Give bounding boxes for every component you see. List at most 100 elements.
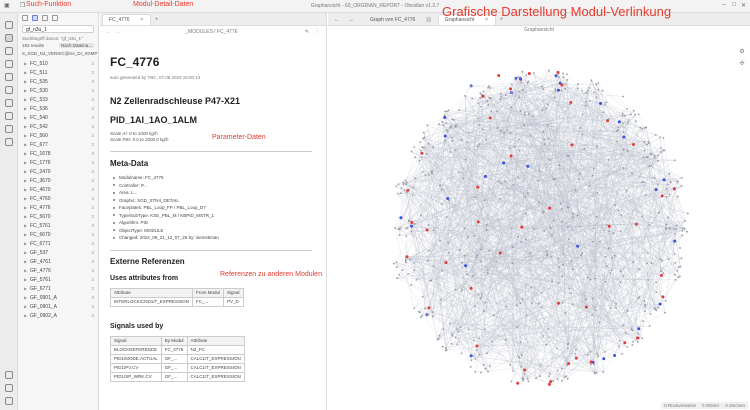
graph-node[interactable]: [532, 72, 535, 74]
graph-node[interactable]: [496, 127, 499, 129]
graph-node[interactable]: [487, 103, 490, 106]
chevron-right-icon[interactable]: ▶: [24, 232, 28, 237]
graph-node[interactable]: [591, 314, 593, 316]
graph-node[interactable]: [439, 184, 441, 187]
graph-node[interactable]: [619, 339, 621, 342]
graph-node[interactable]: [487, 370, 489, 373]
graph-node[interactable]: [562, 76, 565, 79]
graph-node[interactable]: [574, 189, 577, 192]
graph-node[interactable]: [442, 124, 445, 126]
graph-node[interactable]: [593, 371, 596, 373]
graph-node[interactable]: [422, 146, 425, 149]
graph-node[interactable]: [576, 87, 579, 90]
graph-node[interactable]: [550, 255, 553, 258]
graph-node[interactable]: [453, 119, 455, 121]
graph-node[interactable]: [681, 177, 683, 179]
graph-node[interactable]: [480, 105, 482, 108]
graph-node[interactable]: [576, 214, 579, 217]
graph-node[interactable]: [648, 325, 651, 327]
graph-node[interactable]: [484, 367, 487, 370]
graph-node[interactable]: [449, 151, 451, 153]
graph-node[interactable]: [556, 369, 559, 372]
graph-node[interactable]: [479, 92, 482, 95]
graph-node[interactable]: [445, 216, 448, 219]
graph-node[interactable]: [680, 185, 683, 187]
graph-node[interactable]: [532, 115, 535, 118]
graph-node[interactable]: [663, 149, 666, 152]
graph-node[interactable]: [529, 134, 532, 137]
graph-node[interactable]: [427, 142, 430, 145]
graph-node[interactable]: [579, 225, 581, 228]
graph-node[interactable]: [446, 130, 449, 133]
graph-node[interactable]: [488, 96, 491, 99]
graph-node[interactable]: [617, 120, 621, 124]
search-result-item[interactable]: ▶ FC_540 3: [18, 113, 98, 122]
graph-node[interactable]: [491, 340, 493, 343]
graph-node[interactable]: [440, 298, 442, 301]
graph-node[interactable]: [570, 292, 572, 295]
graph-node[interactable]: [676, 180, 679, 183]
graph-node[interactable]: [602, 357, 606, 361]
graph-node[interactable]: [520, 241, 523, 244]
graph-node[interactable]: [509, 132, 512, 134]
graph-node[interactable]: [687, 212, 689, 215]
graph-node[interactable]: [622, 131, 625, 133]
graph-node[interactable]: [404, 179, 407, 182]
graph-node[interactable]: [547, 137, 550, 140]
graph-node[interactable]: [469, 366, 472, 368]
graph-node[interactable]: [504, 94, 507, 97]
graph-node[interactable]: [665, 187, 668, 190]
graph-node[interactable]: [653, 156, 656, 159]
graph-node[interactable]: [426, 259, 429, 262]
graph-node[interactable]: [612, 232, 615, 235]
graph-node[interactable]: [524, 196, 527, 198]
graph-node[interactable]: [424, 307, 426, 310]
graph-node[interactable]: [547, 123, 549, 126]
table-cell[interactable]: FC_4776: [160, 344, 188, 355]
graph-node[interactable]: [485, 138, 487, 141]
graph-node[interactable]: [557, 88, 560, 92]
graph-node[interactable]: [475, 349, 478, 351]
vault-icon[interactable]: [5, 384, 13, 392]
graph-node[interactable]: [585, 104, 587, 107]
graph-node[interactable]: [440, 203, 443, 206]
graph-node[interactable]: [426, 314, 429, 317]
graph-node[interactable]: [591, 174, 594, 177]
graph-node[interactable]: [642, 320, 644, 322]
chevron-right-icon[interactable]: ▶: [24, 214, 28, 219]
graph-node[interactable]: [427, 306, 431, 310]
graph-node[interactable]: [646, 143, 648, 146]
graph-node[interactable]: [530, 302, 533, 304]
graph-node[interactable]: [438, 334, 441, 337]
minimize-icon[interactable]: –: [722, 2, 726, 8]
edit-icon[interactable]: ✎: [304, 29, 309, 35]
graph-node[interactable]: [622, 167, 625, 169]
graph-node[interactable]: [627, 119, 630, 121]
graph-node[interactable]: [409, 259, 412, 261]
graph-node[interactable]: [617, 129, 619, 131]
graph-node[interactable]: [679, 275, 681, 278]
graph-node[interactable]: [581, 133, 584, 136]
graph-node[interactable]: [626, 150, 629, 152]
graph-node[interactable]: [602, 111, 605, 114]
graph-node[interactable]: [467, 236, 469, 239]
graph-node[interactable]: [617, 126, 620, 128]
chevron-right-icon[interactable]: ▶: [24, 277, 28, 282]
graph-node[interactable]: [643, 149, 646, 152]
graph-node[interactable]: [457, 330, 460, 333]
graph-node[interactable]: [464, 158, 467, 161]
folder-icon[interactable]: ❐: [20, 3, 26, 9]
graph-node[interactable]: [639, 126, 642, 129]
chevron-right-icon[interactable]: ▶: [24, 205, 28, 210]
chevron-right-icon[interactable]: ▶: [24, 106, 28, 111]
graph-node[interactable]: [636, 336, 639, 340]
graph-node[interactable]: [419, 141, 422, 143]
graph-node[interactable]: [626, 108, 628, 110]
search-result-item[interactable]: ▶ FC_1678 3: [18, 149, 98, 158]
close-tab-icon[interactable]: ✕: [139, 17, 144, 23]
close-tab-icon[interactable]: ✕: [484, 17, 489, 23]
graph-node[interactable]: [537, 302, 540, 305]
graph-node[interactable]: [616, 130, 618, 133]
graph-node[interactable]: [568, 287, 571, 290]
graph-node[interactable]: [414, 177, 416, 180]
